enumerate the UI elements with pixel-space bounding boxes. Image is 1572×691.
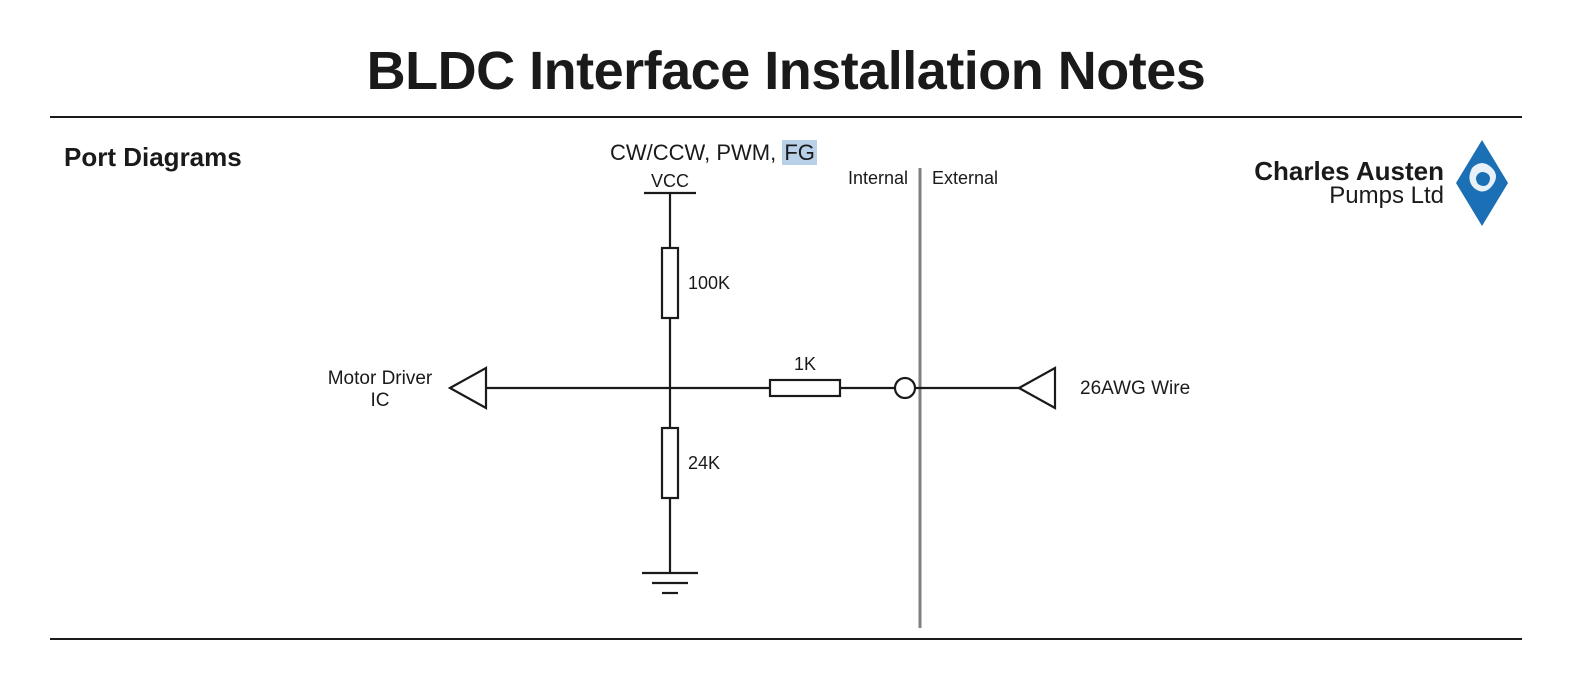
svg-text:26AWG Wire: 26AWG Wire xyxy=(1080,378,1190,399)
circuit-diagram: Internal External VCC 100K 24K Motor DriverIC… xyxy=(50,118,1522,638)
svg-text:VCC: VCC xyxy=(651,171,689,191)
page-title: BLDC Interface Installation Notes xyxy=(50,40,1522,102)
svg-text:Motor Driver: Motor Driver xyxy=(328,368,433,389)
divider-bottom xyxy=(50,638,1522,640)
content-area: Port Diagrams CW/CCW, PWM, FG Charles Au… xyxy=(50,118,1522,638)
svg-text:Internal: Internal xyxy=(848,168,908,188)
svg-text:100K: 100K xyxy=(688,273,730,293)
svg-text:External: External xyxy=(932,168,998,188)
svg-text:24K: 24K xyxy=(688,453,720,473)
svg-text:1K: 1K xyxy=(794,354,816,374)
svg-text:IC: IC xyxy=(371,390,390,411)
